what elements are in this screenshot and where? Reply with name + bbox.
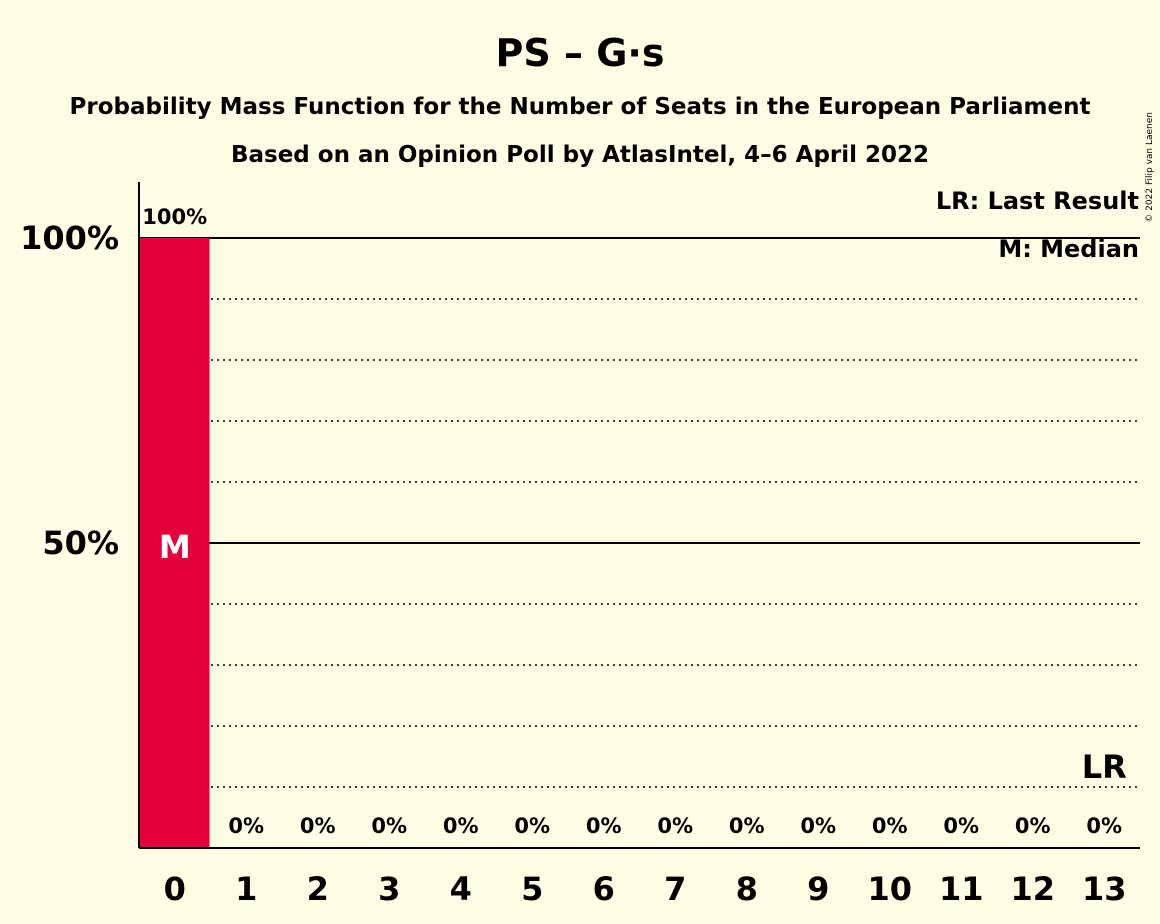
x-tick-label: 13 xyxy=(1082,870,1127,908)
data-label: 0% xyxy=(300,814,336,838)
bar-seats-0 xyxy=(140,238,210,848)
x-tick-label: 3 xyxy=(378,870,400,908)
x-tick-label: 2 xyxy=(307,870,329,908)
data-label: 0% xyxy=(657,814,693,838)
x-tick-label: 10 xyxy=(867,870,912,908)
x-tick-label: 11 xyxy=(939,870,984,908)
data-label: 0% xyxy=(872,814,908,838)
data-label: 0% xyxy=(443,814,479,838)
y-axis-ticks: 50% 100% xyxy=(20,219,119,562)
data-label: 0% xyxy=(1015,814,1051,838)
chart-subtitle: Probability Mass Function for the Number… xyxy=(70,94,1091,120)
chart-subtitle-poll: Based on an Opinion Poll by AtlasIntel, … xyxy=(231,142,929,168)
data-label: 0% xyxy=(729,814,765,838)
y-tick-label: 100% xyxy=(20,219,119,257)
x-tick-label: 6 xyxy=(593,870,615,908)
bars xyxy=(140,238,210,848)
last-result-marker: LR xyxy=(1082,748,1127,786)
data-label: 0% xyxy=(514,814,550,838)
x-tick-label: 8 xyxy=(736,870,758,908)
data-label: 100% xyxy=(142,205,207,229)
legend-median: M: Median xyxy=(998,235,1139,263)
y-tick-label: 50% xyxy=(42,524,119,562)
grid xyxy=(139,237,1140,788)
median-marker: M xyxy=(159,528,191,566)
x-tick-label: 4 xyxy=(450,870,472,908)
data-label: 0% xyxy=(228,814,264,838)
x-tick-label: 12 xyxy=(1010,870,1055,908)
x-tick-label: 5 xyxy=(521,870,543,908)
data-label: 0% xyxy=(371,814,407,838)
data-labels: 100% 0% 0% 0% 0% 0% 0% 0% 0% 0% 0% 0% 0% 0% M LR xyxy=(142,205,1126,838)
x-tick-label: 7 xyxy=(664,870,686,908)
data-label: 0% xyxy=(800,814,836,838)
x-tick-label: 0 xyxy=(164,870,186,908)
data-label: 0% xyxy=(1086,814,1122,838)
data-label: 0% xyxy=(943,814,979,838)
data-label: 0% xyxy=(586,814,622,838)
x-axis-ticks: 0 1 2 3 4 5 6 7 8 9 10 11 12 13 xyxy=(164,870,1127,908)
x-tick-label: 1 xyxy=(235,870,257,908)
copyright-credit: © 2022 Filip van Laenen xyxy=(1145,112,1155,223)
chart-title: PS – G·s xyxy=(496,31,665,75)
x-tick-label: 9 xyxy=(807,870,829,908)
legend-last-result: LR: Last Result xyxy=(936,187,1139,215)
